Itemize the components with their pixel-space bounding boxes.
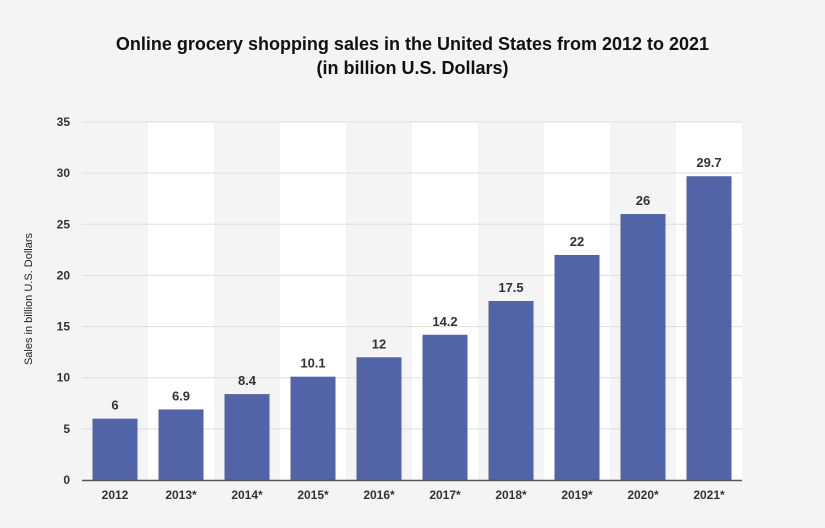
- data-label-6: 17.5: [498, 280, 523, 295]
- bars: [92, 176, 732, 481]
- data-labels: 6 6.9 8.4 10.1 12 14.2 17.5 22 26 29.7: [111, 155, 721, 412]
- data-label-0: 6: [111, 398, 118, 413]
- x-tick-9: 2021*: [693, 488, 725, 502]
- x-tick-6: 2018*: [495, 488, 527, 502]
- y-tick-15: 15: [57, 320, 71, 334]
- bar-4: [356, 357, 402, 480]
- y-tick-35: 35: [57, 115, 71, 129]
- chart-title-line1: Online grocery shopping sales in the Uni…: [115, 34, 710, 54]
- bar-1: [158, 409, 204, 480]
- y-tick-25: 25: [57, 217, 71, 231]
- data-label-4: 12: [372, 336, 386, 351]
- chart-title: Online grocery shopping sales in the Uni…: [0, 32, 825, 80]
- bar-6: [488, 301, 534, 480]
- bar-9: [686, 176, 732, 480]
- y-axis-label: Sales in billion U.S. Dollars: [23, 232, 35, 365]
- x-tick-8: 2020*: [627, 488, 659, 502]
- data-label-5: 14.2: [432, 314, 457, 329]
- y-axis-ticks: 0 5 10 15 20 25 30 35: [57, 115, 71, 487]
- y-tick-5: 5: [63, 422, 70, 436]
- data-label-7: 22: [570, 234, 584, 249]
- bar-3: [290, 376, 336, 480]
- data-label-1: 6.9: [172, 388, 190, 403]
- x-tick-5: 2017*: [429, 488, 461, 502]
- data-label-3: 10.1: [300, 356, 325, 371]
- chart-title-line2: (in billion U.S. Dollars): [316, 58, 509, 78]
- bar-2: [224, 394, 270, 480]
- x-tick-4: 2016*: [363, 488, 395, 502]
- x-tick-7: 2019*: [561, 488, 593, 502]
- x-tick-3: 2015*: [297, 488, 329, 502]
- y-tick-30: 30: [57, 166, 71, 180]
- bar-0: [92, 418, 138, 480]
- bar-8: [620, 214, 666, 481]
- x-axis-ticks: 2012 2013* 2014* 2015* 2016* 2017* 2018* 2019* 2…: [102, 488, 725, 502]
- bar-7: [554, 254, 600, 480]
- bar-5: [422, 334, 468, 480]
- x-tick-1: 2013*: [165, 488, 197, 502]
- data-label-2: 8.4: [238, 373, 257, 388]
- data-label-9: 29.7: [696, 155, 721, 170]
- y-tick-0: 0: [63, 473, 70, 487]
- y-tick-10: 10: [57, 371, 71, 385]
- data-label-8: 26: [636, 193, 650, 208]
- x-tick-0: 2012: [102, 488, 129, 502]
- y-tick-20: 20: [57, 268, 71, 282]
- x-tick-2: 2014*: [231, 488, 263, 502]
